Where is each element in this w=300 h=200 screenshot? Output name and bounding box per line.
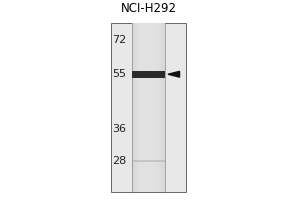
Bar — [137, 23, 160, 192]
Bar — [132, 23, 165, 192]
Bar — [132, 160, 165, 162]
Text: 28: 28 — [112, 156, 126, 166]
Bar — [133, 23, 164, 192]
Bar — [138, 23, 159, 192]
Text: 36: 36 — [112, 124, 126, 134]
Bar — [132, 23, 165, 192]
Bar — [111, 23, 186, 192]
Bar — [136, 23, 161, 192]
Polygon shape — [168, 71, 179, 77]
Bar — [141, 23, 156, 192]
Text: 72: 72 — [112, 35, 126, 45]
Bar — [140, 23, 158, 192]
Text: NCI-H292: NCI-H292 — [121, 2, 176, 15]
Bar — [134, 23, 163, 192]
Bar — [132, 71, 165, 78]
Text: 55: 55 — [112, 69, 126, 79]
